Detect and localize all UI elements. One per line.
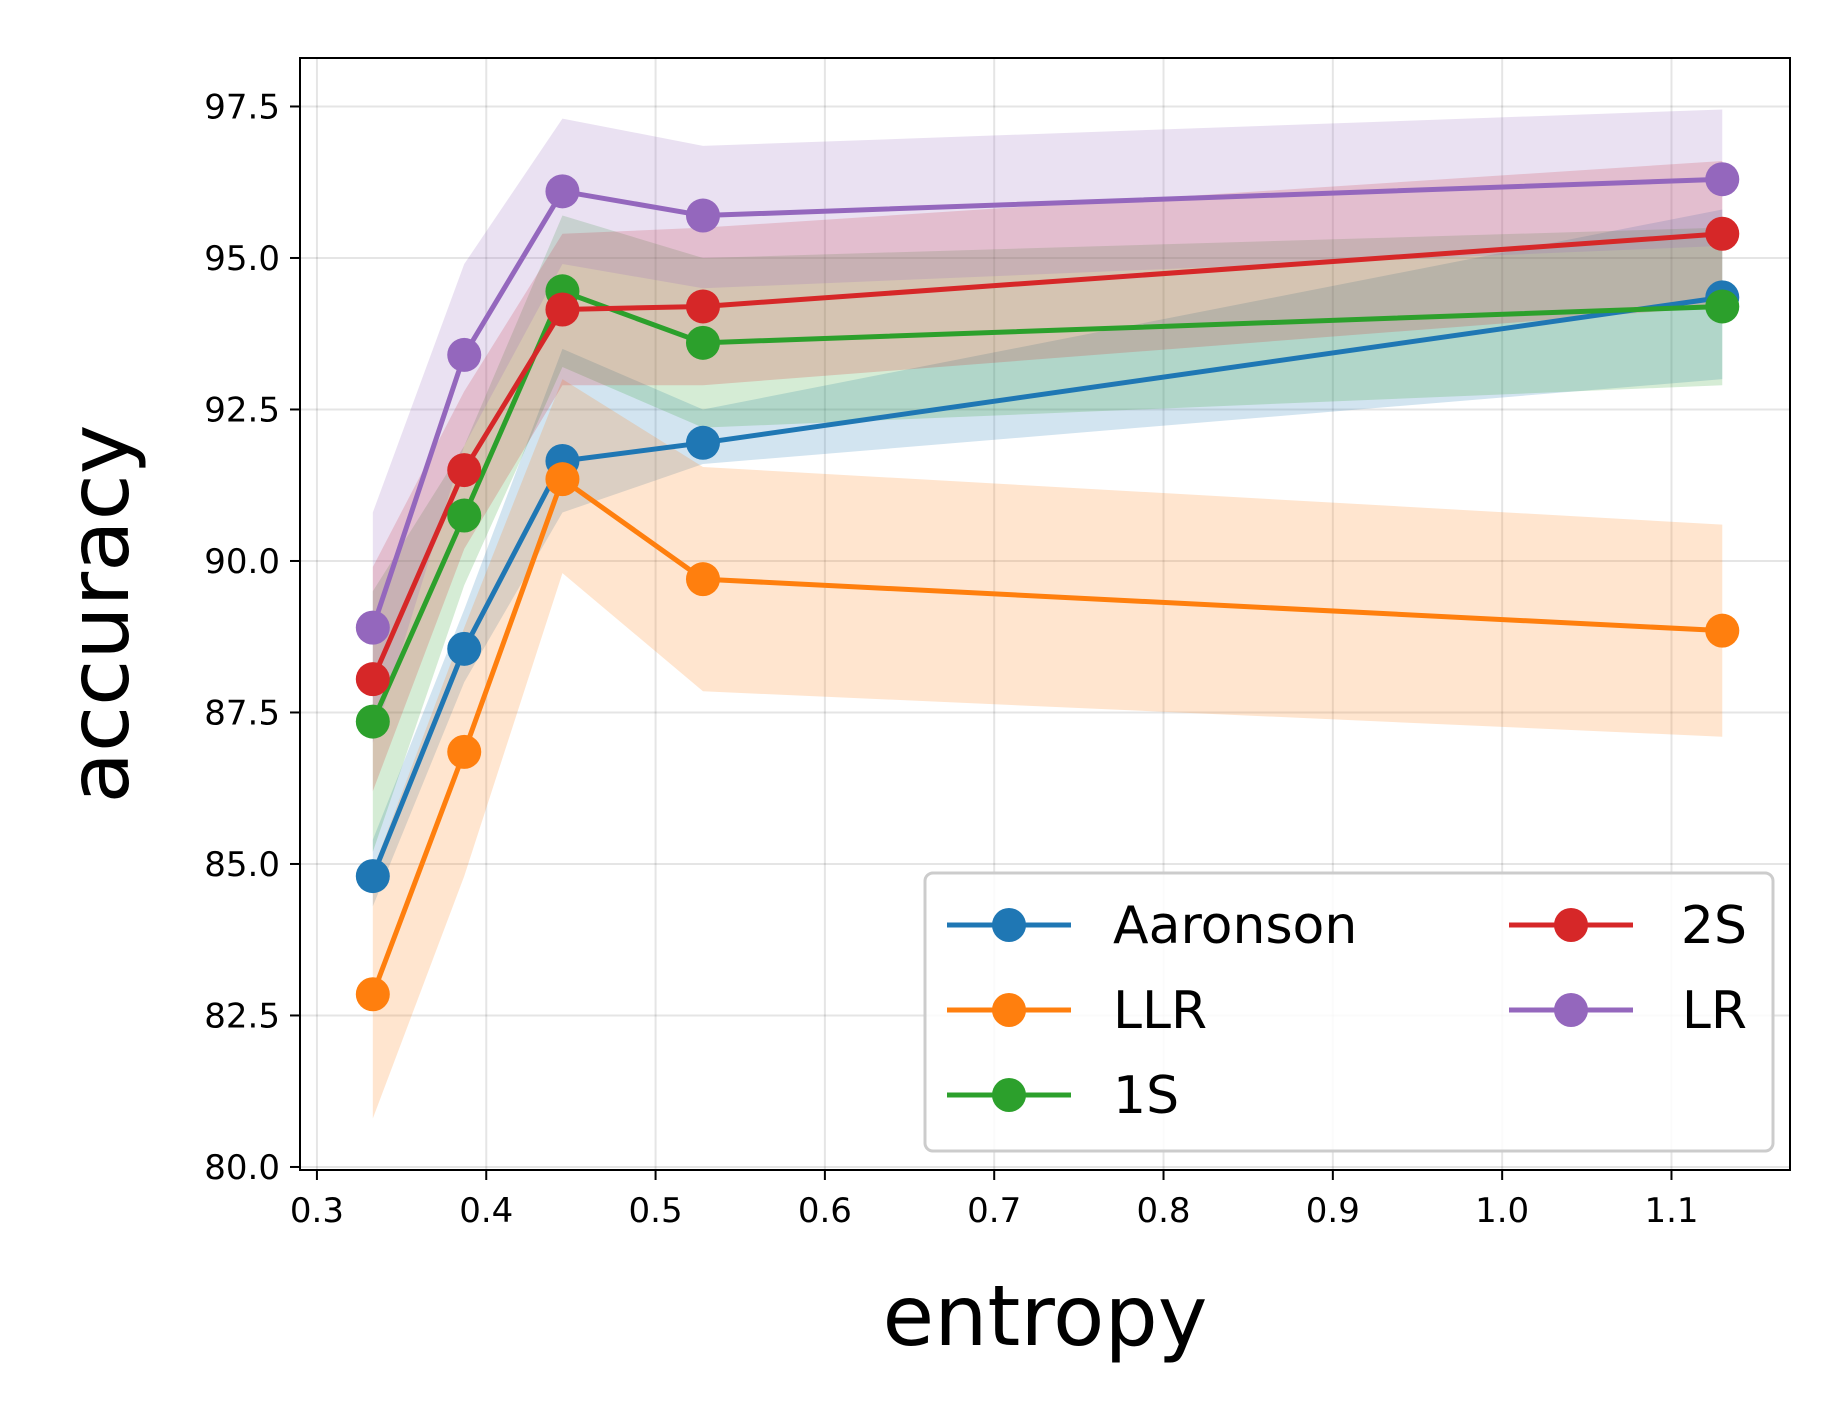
legend-label-lr: LR: [1682, 981, 1747, 1041]
point-lr: [685, 198, 720, 233]
legend-label-llr: LLR: [1113, 981, 1207, 1041]
point-2s: [447, 453, 482, 488]
point-llr: [1705, 613, 1740, 648]
point-2s: [685, 289, 720, 324]
y-tick-label: 80.0: [204, 1148, 280, 1188]
legend-label-aaronson: Aaronson: [1113, 896, 1357, 956]
band-lr: [372, 109, 1723, 743]
legend-marker-1s: [992, 1078, 1026, 1112]
y-tick-label: 97.5: [204, 87, 280, 127]
point-lr: [1705, 162, 1740, 197]
legend-label-2s: 2S: [1681, 896, 1747, 956]
y-tick-label: 90.0: [204, 542, 280, 582]
x-tick-label: 0.5: [629, 1191, 683, 1231]
legend-marker-lr: [1554, 993, 1588, 1027]
point-llr: [545, 462, 580, 497]
series-markers: [355, 162, 1740, 1012]
point-1s: [355, 704, 390, 739]
axis-ticks: 0.3 0.4 0.5 0.6 0.7 0.8 0.9 1.0 1.1 80.0 82.5 85.0 8…: [204, 87, 1698, 1231]
point-1s: [447, 498, 482, 533]
point-2s: [1705, 216, 1740, 251]
plot-frame: [299, 57, 1791, 1171]
band-aaronson: [372, 209, 1723, 907]
legend-label-1s: 1S: [1113, 1066, 1179, 1126]
point-llr: [685, 562, 720, 597]
x-tick-label: 1.0: [1475, 1191, 1529, 1231]
x-tick-label: 0.6: [798, 1191, 852, 1231]
legend-frame: [923, 871, 1775, 1153]
point-1s: [1705, 289, 1740, 324]
point-aaronson: [355, 859, 390, 894]
point-llr: [447, 734, 482, 769]
point-lr: [355, 610, 390, 645]
x-tick-label: 0.3: [290, 1191, 344, 1231]
x-tick-label: 1.1: [1644, 1191, 1698, 1231]
legend: Aaronson LLR 1S 2S LR: [923, 871, 1775, 1153]
y-tick-label: 95.0: [204, 239, 280, 279]
point-2s: [545, 292, 580, 327]
x-axis-title: entropy: [883, 1267, 1208, 1365]
y-tick-label: 87.5: [204, 693, 280, 733]
legend-marker-2s: [1554, 908, 1588, 942]
band-1s: [372, 215, 1723, 852]
point-lr: [545, 174, 580, 209]
y-axis-title: accuracy: [50, 425, 148, 804]
x-tick-label: 0.7: [967, 1191, 1021, 1231]
legend-marker-aaronson: [992, 908, 1026, 942]
y-tick-label: 85.0: [204, 845, 280, 885]
x-tick-label: 0.9: [1306, 1191, 1360, 1231]
y-tick-label: 82.5: [204, 996, 280, 1036]
point-aaronson: [685, 425, 720, 460]
point-aaronson: [447, 631, 482, 666]
x-tick-label: 0.8: [1136, 1191, 1190, 1231]
y-tick-label: 92.5: [204, 390, 280, 430]
legend-marker-llr: [992, 993, 1026, 1027]
point-llr: [355, 977, 390, 1012]
point-2s: [355, 662, 390, 697]
point-1s: [685, 325, 720, 360]
point-lr: [447, 337, 482, 372]
x-tick-label: 0.4: [459, 1191, 513, 1231]
